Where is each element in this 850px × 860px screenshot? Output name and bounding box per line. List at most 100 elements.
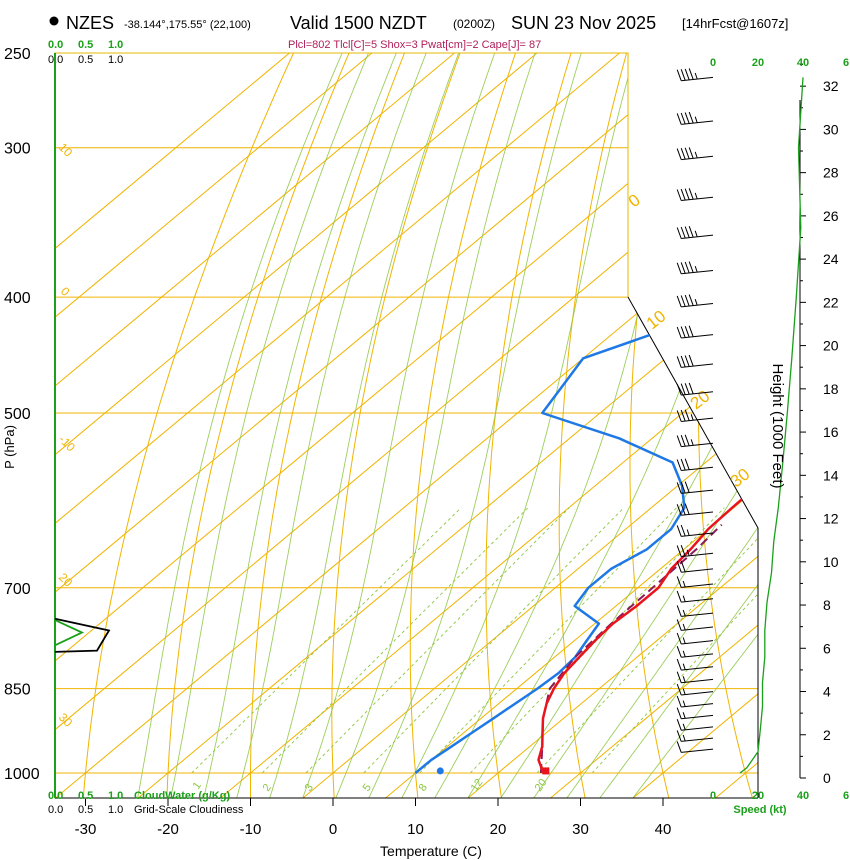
surface-dewpoint-marker: [436, 767, 444, 775]
wind-barb-staff: [681, 532, 714, 537]
pressure-tick-label: 400: [4, 290, 31, 307]
wind-speed-label: Speed (kt): [733, 804, 787, 816]
wind-speed-tick: 20: [752, 57, 764, 69]
wind-barb-flag: [680, 262, 686, 274]
temperature-axis-title: Temperature (C): [380, 843, 482, 859]
wind-barb-flag: [688, 325, 694, 337]
dry-adiabat-line: [698, 53, 753, 798]
wind-barb-flag: [688, 111, 694, 124]
wind-barb-flag: [688, 382, 694, 395]
height-tick-label: 30: [823, 121, 839, 137]
wind-barb-flag: [676, 561, 682, 573]
wind-barb: [676, 434, 714, 448]
wind-barb-flag: [676, 525, 682, 537]
cloudwater-label: CloudWater (g/Kg): [134, 790, 230, 802]
cloud-scale-top-green: 0.0 0.5 1.0: [48, 39, 123, 51]
height-axis-title: Height (1000 Feet): [769, 363, 786, 488]
wind-barb-flag: [684, 383, 690, 395]
wind-barb-staff: [681, 391, 714, 396]
isotherm-line: [302, 53, 758, 798]
temperature-tick-label: -10: [240, 821, 262, 838]
height-tick-label: 22: [823, 294, 839, 310]
wind-speed-tick: 0: [710, 57, 716, 69]
moist-adiabat-line: [566, 53, 758, 798]
valid-date: SUN 23 Nov 2025: [511, 13, 656, 33]
wind-barb-flag: [676, 658, 682, 671]
wind-speed-tick: 6: [843, 790, 849, 802]
isotherm-line: [55, 53, 538, 798]
wind-barb: [676, 671, 714, 684]
moist-adiabat-line: [368, 53, 582, 798]
temperature-tick-label: 30: [572, 821, 589, 838]
wind-barb: [676, 632, 714, 645]
isotherm-line: [549, 53, 758, 798]
wind-barb-flag: [684, 112, 690, 124]
dry-adiabat-line: [331, 53, 461, 798]
cloud-scale-tick: 1.0: [108, 54, 123, 66]
cloudiness-label: Grid-Scale Cloudiness: [134, 804, 244, 816]
temperature-line: [537, 76, 758, 774]
wind-barb: [676, 188, 714, 201]
wind-barb: [676, 590, 714, 603]
wind-barb-flag: [676, 605, 682, 617]
wind-barb-half-flag: [694, 72, 698, 80]
wind-barb: [676, 605, 714, 617]
wind-barb-staff: [681, 612, 714, 617]
wind-barb-flag: [688, 354, 694, 367]
wind-barb-half-flag: [682, 609, 686, 617]
wind-barb-flag: [676, 148, 682, 160]
cloud-scale-tick: 1.0: [108, 804, 123, 816]
wind-barb-flag: [676, 482, 682, 494]
temperature-tick-label: 10: [407, 821, 424, 838]
isotherm-line: [384, 53, 758, 798]
wind-barb-half-flag: [682, 650, 686, 657]
wind-barb-half-flag: [682, 676, 686, 683]
height-tick-label: 10: [823, 554, 839, 570]
wind-barb: [676, 325, 714, 339]
moist-adiabat-line: [533, 53, 758, 798]
mixing-ratio-line: [591, 507, 758, 774]
wind-barb-flag: [676, 590, 682, 603]
wind-barb-flag: [676, 69, 682, 81]
wind-barb: [676, 576, 714, 588]
wind-barb-half-flag: [690, 439, 694, 446]
mixing-ratio-line: [536, 507, 758, 774]
cloud-scale-tick: 0.5: [78, 54, 93, 66]
height-tick-label: 16: [823, 424, 839, 440]
dewpoint-line: [414, 76, 758, 774]
wind-barb-half-flag: [694, 230, 698, 237]
moist-adiabat-line: [236, 53, 427, 798]
wind-barb: [676, 741, 714, 753]
wind-barb-half-flag: [682, 623, 686, 631]
wind-barb-flag: [676, 356, 682, 368]
wind-speed-tick: 40: [797, 790, 809, 802]
isotherm-line: [55, 53, 620, 798]
mixing-ratio-label: 8: [417, 782, 430, 794]
wind-barb-staff: [681, 598, 714, 603]
wind-speed-line: [739, 77, 804, 774]
wind-barb-staff: [681, 678, 714, 684]
wind-speed-tick: 0: [710, 790, 716, 802]
wind-barb-flag: [680, 481, 686, 494]
mixing-ratio-line: [363, 507, 625, 774]
mixing-ratio-line: [261, 507, 529, 774]
moist-adiabat-line: [599, 53, 758, 798]
wind-barb-staff: [681, 466, 714, 471]
wind-barb-staff: [681, 748, 714, 753]
wind-barb-flag: [680, 503, 686, 516]
isotherm-line: [467, 53, 758, 798]
wind-barb-staff: [681, 552, 714, 558]
temperature-tick-label: 20: [490, 821, 507, 838]
wind-barb-half-flag: [682, 580, 686, 588]
cloud-scale-tick: 0.0: [48, 790, 63, 802]
wind-barb-flag: [680, 69, 686, 81]
isotherm-line: [219, 53, 758, 798]
station-name: NZES: [66, 13, 114, 33]
moist-adiabat-line: [137, 53, 343, 798]
dry-adiabat-line: [485, 53, 572, 798]
wind-barb-staff: [681, 334, 714, 339]
wind-speed-tick: 6: [843, 57, 849, 69]
wind-speed-scale-top: 0 20 40 6: [710, 57, 849, 69]
wind-barb-flag: [688, 68, 694, 80]
